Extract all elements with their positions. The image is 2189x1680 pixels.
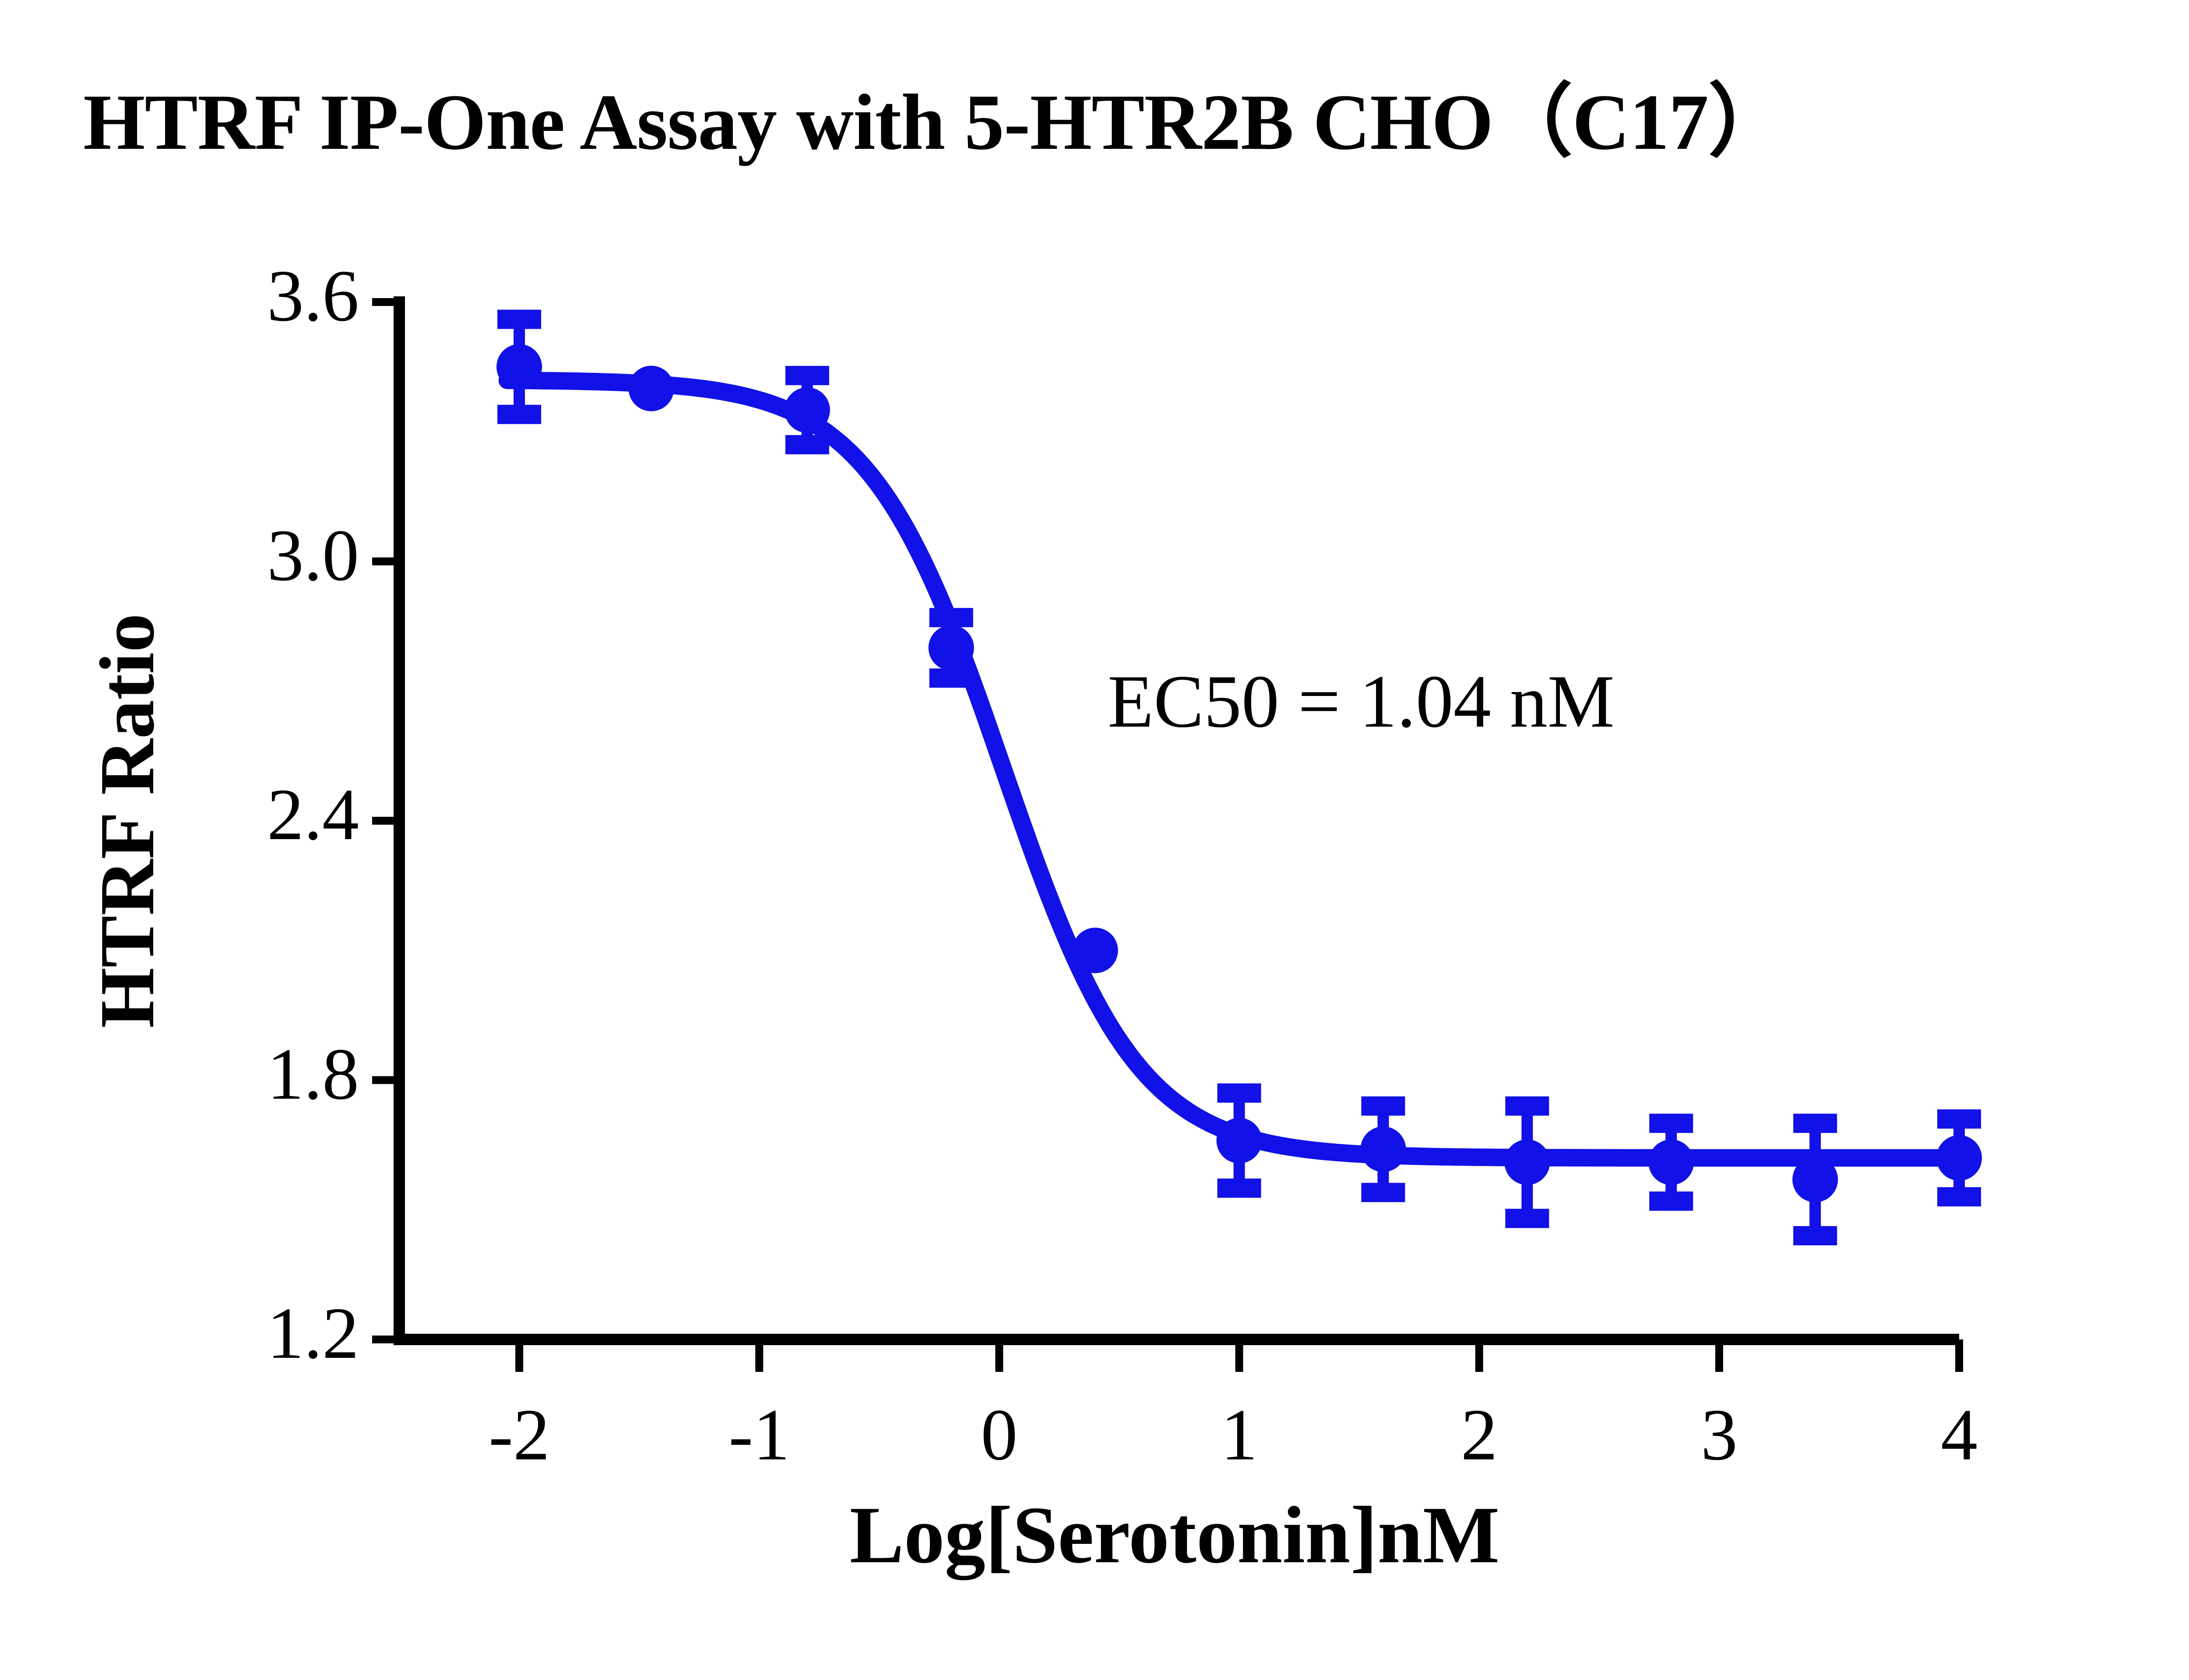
y-tick-label: 3.0	[267, 514, 359, 596]
x-tick-label: 0	[981, 1394, 1018, 1476]
data-point	[628, 366, 674, 411]
data-point	[1648, 1139, 1694, 1185]
data-points	[496, 344, 1982, 1202]
axes	[372, 296, 1963, 1372]
data-point	[1936, 1135, 1982, 1181]
y-tick-label: 3.6	[267, 255, 359, 337]
ec50-annotation: EC50 = 1.04 nM	[1108, 660, 1615, 743]
data-point	[1504, 1139, 1550, 1185]
y-tick-label: 1.8	[267, 1033, 359, 1115]
data-point	[1216, 1118, 1262, 1163]
fit-curve	[498, 371, 1968, 1167]
data-point	[1792, 1156, 1838, 1202]
data-point	[496, 344, 542, 390]
y-tick-label: 2.4	[267, 774, 359, 855]
x-axis-title: Log[Serotonin]nM	[849, 1490, 1500, 1580]
y-axis-title: HTRF Ratio	[84, 613, 170, 1028]
x-tick-label: 2	[1461, 1394, 1498, 1476]
data-point	[928, 625, 974, 671]
x-tick-label: -2	[489, 1394, 550, 1476]
data-point	[1072, 928, 1118, 974]
data-point	[784, 387, 830, 433]
x-tick-label: 1	[1221, 1394, 1258, 1476]
x-tick-label: 4	[1941, 1394, 1978, 1476]
y-tick-label: 1.2	[267, 1293, 359, 1374]
error-bars	[497, 309, 1981, 1245]
chart-title: HTRF IP-One Assay with 5-HTR2B CHO（C17）	[83, 78, 1788, 166]
data-point	[1360, 1126, 1406, 1172]
x-tick-label: 3	[1700, 1394, 1738, 1476]
x-tick-label: -1	[728, 1394, 790, 1476]
